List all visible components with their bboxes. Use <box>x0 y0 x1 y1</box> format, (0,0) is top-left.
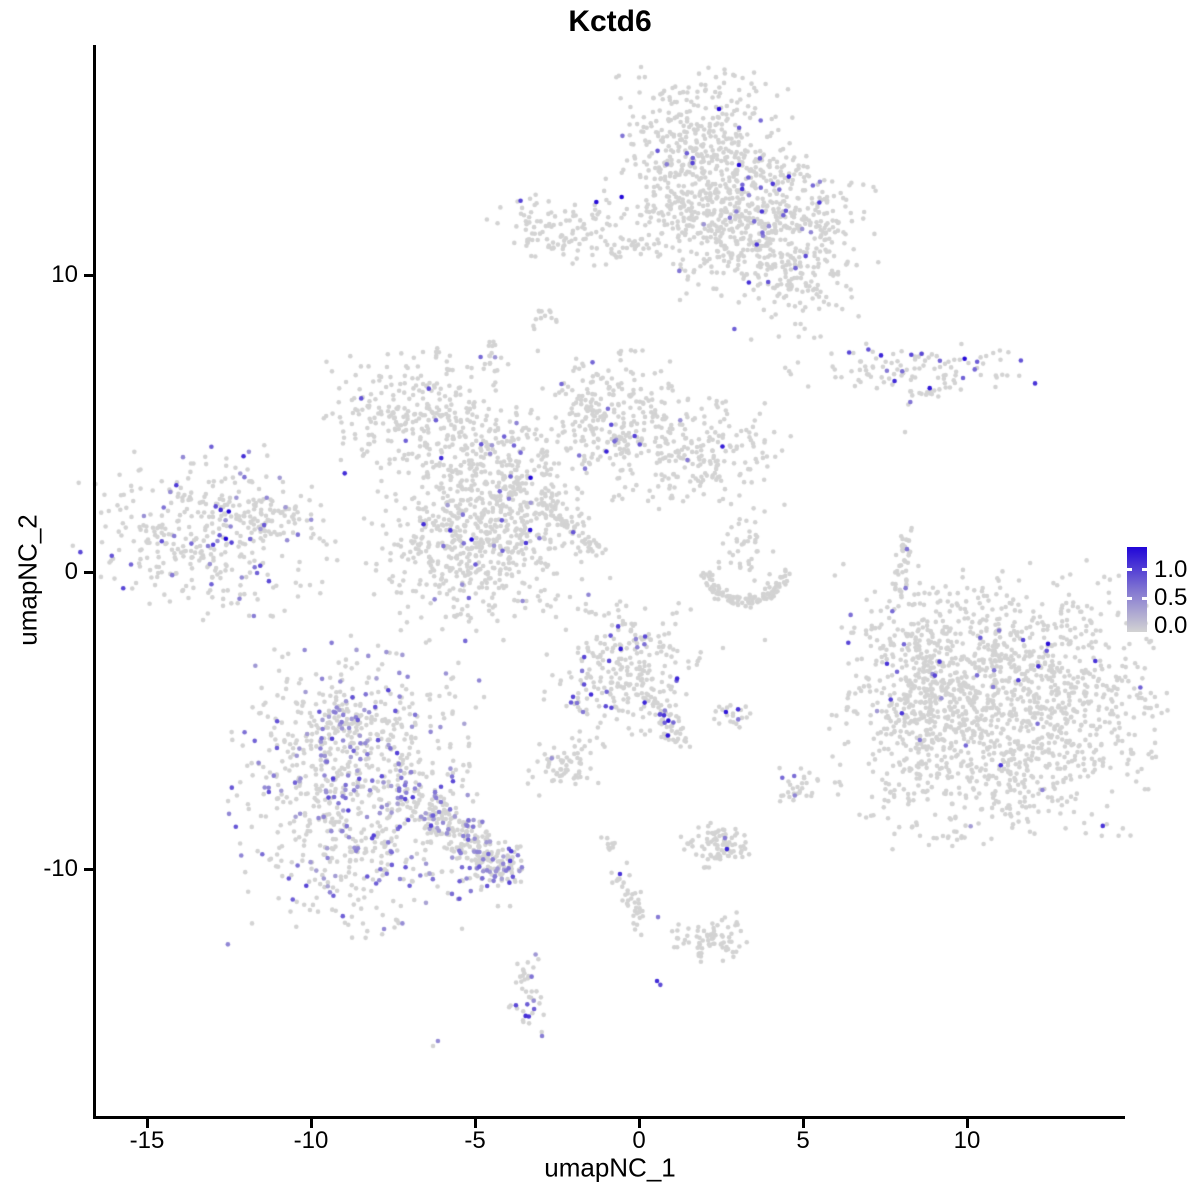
y-axis-line <box>93 45 96 1119</box>
x-tick-mark <box>965 1119 969 1128</box>
x-tick-mark <box>145 1119 149 1128</box>
x-axis-title: umapNC_1 <box>544 1152 676 1183</box>
y-tick-label: 0 <box>64 558 78 585</box>
colorbar-notch <box>1127 597 1132 600</box>
x-tick-label: 0 <box>632 1127 646 1154</box>
x-tick-label: -15 <box>129 1127 165 1154</box>
colorbar-gradient <box>1127 547 1147 632</box>
x-tick-mark <box>309 1119 313 1128</box>
x-tick-mark <box>801 1119 805 1128</box>
y-tick-label: -10 <box>43 855 78 882</box>
colorbar-notch <box>1127 568 1132 571</box>
colorbar-tick-label: 0.5 <box>1154 584 1188 611</box>
x-tick-label: 10 <box>953 1127 981 1154</box>
x-tick-label: -5 <box>464 1127 486 1154</box>
y-tick-mark <box>84 273 93 277</box>
x-tick-label: -10 <box>293 1127 329 1154</box>
x-tick-label: 5 <box>796 1127 810 1154</box>
x-axis-line <box>93 1116 1125 1119</box>
y-tick-mark <box>84 570 93 574</box>
colorbar-notch <box>1142 568 1147 571</box>
colorbar-tick-label: 0.0 <box>1154 612 1188 639</box>
colorbar-notch <box>1142 597 1147 600</box>
x-tick-mark <box>473 1119 477 1128</box>
expression-colorbar-legend: 1.0 0.5 0.0 <box>1127 547 1200 639</box>
colorbar-tick-label: 1.0 <box>1154 556 1188 583</box>
y-axis-title: umapNC_2 <box>12 514 43 646</box>
plot-title: Kctd6 <box>568 5 652 38</box>
y-tick-label: 10 <box>51 261 78 288</box>
y-tick-mark <box>84 867 93 871</box>
x-tick-mark <box>637 1119 641 1128</box>
